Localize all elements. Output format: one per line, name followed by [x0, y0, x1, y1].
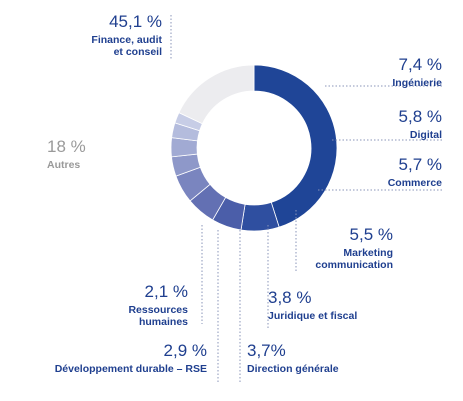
- slice-value-label: 5,7 %: [399, 155, 442, 174]
- slice-label-group: 3,7% Direction générale: [247, 341, 339, 375]
- slice-value-label: 2,9 %: [164, 341, 207, 360]
- slice-label-group: 18 % Autres: [47, 137, 86, 171]
- slice-category-label: Juridique et fiscal: [268, 310, 357, 322]
- leader-lines: [170, 15, 442, 382]
- slice-label-group: 5,7 % Commerce: [388, 155, 442, 189]
- donut-slice: [178, 64, 255, 125]
- slice-value-label: 5,5 %: [350, 225, 393, 244]
- donut-slice: [253, 64, 338, 228]
- slice-category-label: Digital: [410, 129, 442, 141]
- slice-category-label: Ingénierie: [392, 77, 442, 89]
- slice-category-label: Marketing: [343, 247, 393, 259]
- slice-value-label: 5,8 %: [399, 107, 442, 126]
- slice-category-label: Ressources: [128, 304, 188, 316]
- slice-category-label: humaines: [139, 316, 188, 328]
- slice-label-group: 5,8 % Digital: [399, 107, 443, 141]
- slice-value-label: 18 %: [47, 137, 86, 156]
- slice-category-label: et conseil: [114, 46, 163, 58]
- slice-value-label: 7,4 %: [399, 55, 442, 74]
- slice-category-label: Commerce: [388, 177, 442, 189]
- slice-value-label: 3,7%: [247, 341, 286, 360]
- slice-category-label: communication: [315, 259, 393, 271]
- slice-category-label: Finance, audit: [91, 34, 162, 46]
- slice-category-label: Direction générale: [247, 363, 339, 375]
- donut-slices: [170, 64, 338, 232]
- slice-label-group: 3,8 % Juridique et fiscal: [268, 288, 357, 322]
- slice-label-group: 7,4 % Ingénierie: [392, 55, 442, 89]
- slice-label-group: 2,9 % Développement durable – RSE: [55, 341, 207, 375]
- slice-value-label: 45,1 %: [109, 12, 162, 31]
- slice-value-label: 2,1 %: [145, 282, 188, 301]
- slice-category-label: Autres: [47, 159, 80, 171]
- slice-value-label: 3,8 %: [268, 288, 311, 307]
- slice-category-label: Développement durable – RSE: [55, 363, 207, 375]
